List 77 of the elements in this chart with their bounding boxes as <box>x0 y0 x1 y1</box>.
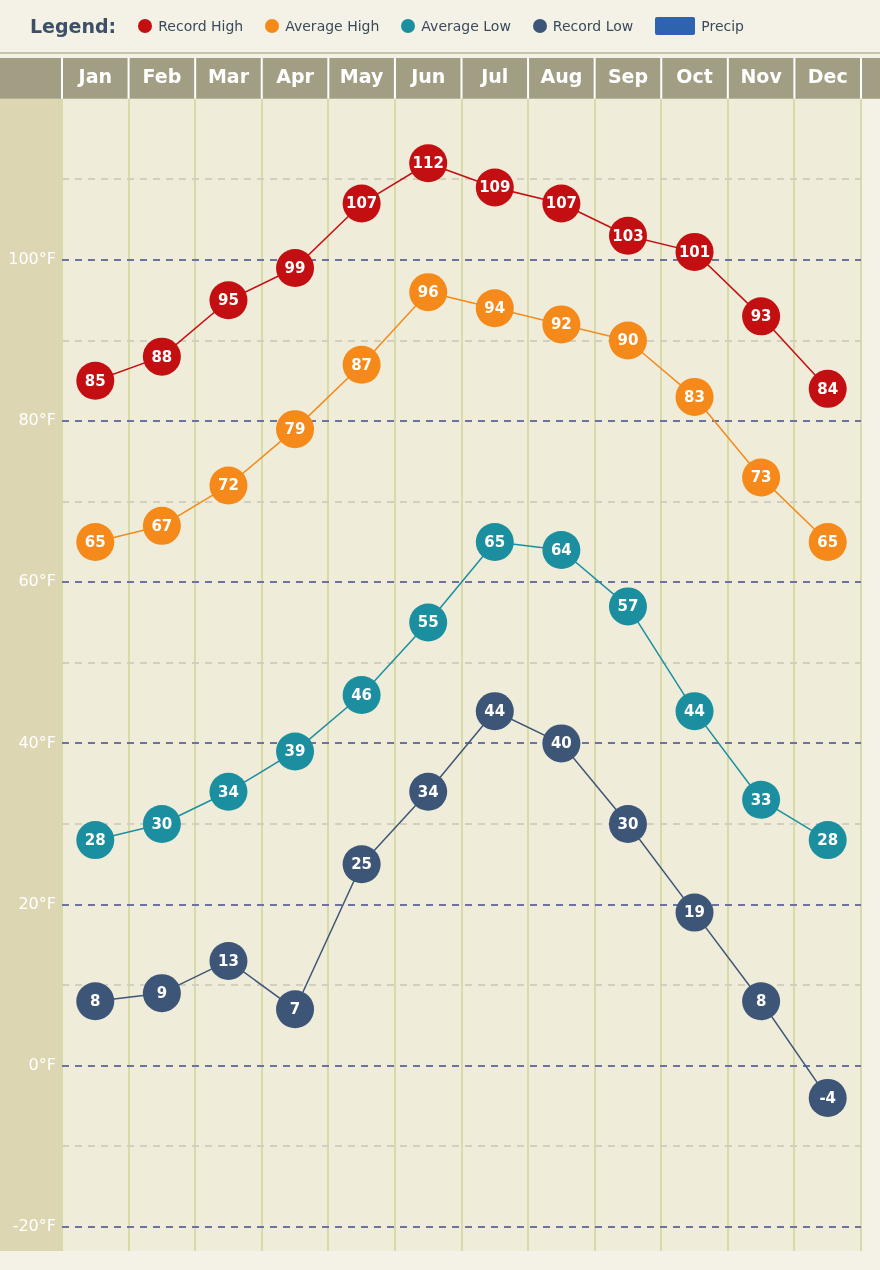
x-tick-label: Jan <box>76 65 112 88</box>
legend-title: Legend: <box>30 15 117 37</box>
data-label: 44 <box>484 702 506 721</box>
data-label: 90 <box>617 331 639 350</box>
data-label: 96 <box>417 283 439 302</box>
data-label: 73 <box>750 468 772 487</box>
data-label: 46 <box>351 685 373 704</box>
data-label: 55 <box>417 613 439 632</box>
data-label: 30 <box>151 814 173 833</box>
data-label: 44 <box>684 702 705 721</box>
data-label: 101 <box>678 242 711 261</box>
data-label: 95 <box>218 291 239 310</box>
y-tick-label: 80°F <box>18 410 56 430</box>
data-label: 92 <box>550 315 572 334</box>
data-label: 72 <box>218 476 239 495</box>
data-label: 94 <box>484 299 506 318</box>
data-label: 103 <box>612 226 644 245</box>
data-label: 88 <box>151 347 173 366</box>
data-label: 34 <box>218 782 239 801</box>
data-label: 28 <box>84 830 106 849</box>
data-label: 87 <box>351 355 373 374</box>
point <box>276 990 315 1029</box>
legend-label: Average Low <box>421 18 511 34</box>
data-label: 79 <box>284 420 306 439</box>
data-label: -4 <box>819 1088 837 1107</box>
y-tick-label: 100°F <box>8 249 56 269</box>
legend-label: Record High <box>158 18 244 34</box>
data-label: 83 <box>684 387 705 406</box>
data-label: 65 <box>484 532 506 551</box>
legend-label: Average High <box>285 18 380 34</box>
y-tick-label: 20°F <box>18 893 56 913</box>
x-tick-label: Nov <box>740 65 783 88</box>
data-label: 84 <box>817 379 839 398</box>
y-tick-label: 0°F <box>28 1054 56 1074</box>
data-label: 65 <box>84 532 106 551</box>
data-label: 13 <box>218 951 239 970</box>
data-label: 93 <box>750 307 772 326</box>
data-label: 112 <box>412 154 444 173</box>
x-tick-label: Feb <box>142 65 182 88</box>
data-label: 67 <box>151 516 173 535</box>
x-tick-label: Oct <box>676 65 713 88</box>
data-label: 107 <box>545 194 578 213</box>
legend-label: Precip <box>701 18 744 34</box>
data-label: 107 <box>345 194 378 213</box>
point <box>742 982 781 1021</box>
data-label: 99 <box>284 258 306 277</box>
data-label: 25 <box>351 855 373 874</box>
x-tick-label: Jul <box>479 65 509 88</box>
data-label: 9 <box>156 984 168 1003</box>
point <box>142 974 181 1013</box>
x-tick-label: Mar <box>207 65 250 88</box>
data-label: 19 <box>684 903 705 922</box>
data-label: 64 <box>550 540 572 559</box>
x-tick-label: Aug <box>540 65 583 88</box>
x-tick-label: May <box>339 65 384 88</box>
data-label: 30 <box>617 814 639 833</box>
data-label: 109 <box>479 178 511 197</box>
x-tick-label: Jun <box>409 65 446 88</box>
data-label: 33 <box>750 790 772 809</box>
point <box>76 982 115 1021</box>
y-tick-label: 40°F <box>18 732 56 752</box>
data-label: 34 <box>417 782 439 801</box>
data-label: 8 <box>90 992 101 1011</box>
x-tick-label: Dec <box>807 65 848 88</box>
legend-label: Record Low <box>552 18 634 34</box>
data-label: 8 <box>755 992 767 1011</box>
y-tick-label: -20°F <box>12 1215 56 1235</box>
data-label: 39 <box>284 742 306 761</box>
data-label: 57 <box>617 597 639 616</box>
x-tick-label: Sep <box>607 65 649 88</box>
x-tick-label: Apr <box>276 65 315 88</box>
y-tick-label: 60°F <box>18 571 56 591</box>
data-label: 85 <box>84 371 106 390</box>
data-label: 7 <box>289 1000 301 1019</box>
data-label: 28 <box>817 830 839 849</box>
data-label: 65 <box>817 532 839 551</box>
data-label: 40 <box>550 734 572 753</box>
